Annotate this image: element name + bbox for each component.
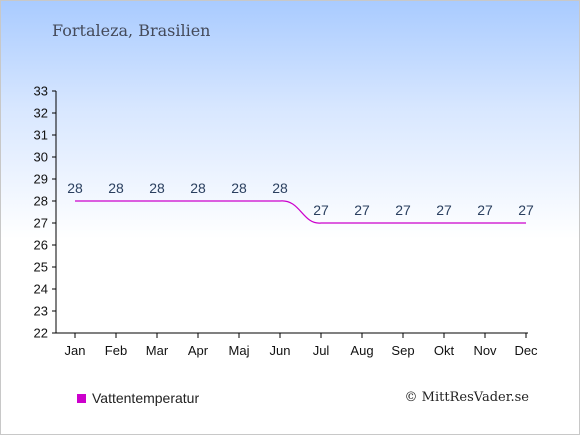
data-label: 28 [67, 180, 83, 196]
y-tick-label: 23 [34, 304, 48, 319]
legend: Vattentemperatur [77, 390, 199, 406]
data-label: 28 [108, 180, 124, 196]
x-tick-label: Maj [229, 343, 250, 358]
x-tick-label: Mar [146, 343, 169, 358]
axes: 22 23 24 25 26 27 28 29 30 31 32 33 Jan Feb Mar Apr Maj J… [34, 84, 539, 359]
series-line-vattentemperatur [75, 200, 526, 224]
legend-label: Vattentemperatur [92, 390, 200, 406]
data-label: 28 [190, 180, 206, 196]
x-tick-label: Okt [434, 343, 455, 358]
x-tick-label: Feb [105, 343, 127, 358]
y-tick-label: 28 [34, 194, 48, 209]
y-tick-label: 33 [34, 84, 48, 99]
series-layer [75, 200, 526, 224]
data-label: 27 [313, 202, 329, 218]
data-label: 27 [477, 202, 493, 218]
y-tick-label: 31 [34, 128, 48, 143]
legend-swatch [77, 393, 86, 403]
x-tick-label: Nov [473, 343, 497, 358]
y-tick-label: 30 [34, 150, 48, 165]
x-tick-label: Sep [391, 343, 414, 358]
data-label: 28 [231, 180, 247, 196]
data-label: 28 [272, 180, 288, 196]
data-label: 27 [395, 202, 411, 218]
data-label: 28 [149, 180, 165, 196]
x-tick-label: Jul [313, 343, 330, 358]
y-tick-label: 27 [34, 216, 48, 231]
y-tick-label: 25 [34, 260, 48, 275]
data-label: 27 [518, 202, 534, 218]
y-tick-label: 24 [34, 282, 48, 297]
chart-title: Fortaleza, Brasilien [52, 21, 211, 40]
data-labels: 28 28 28 28 28 28 27 27 27 27 27 27 [67, 180, 534, 218]
x-tick-label: Apr [188, 343, 209, 358]
data-label: 27 [354, 202, 370, 218]
y-tick-label: 22 [34, 326, 48, 341]
x-tick-label: Jan [65, 343, 86, 358]
copyright-text: © MittResVader.se [404, 390, 529, 405]
x-tick-label: Aug [350, 343, 373, 358]
x-tick-label: Jun [270, 343, 291, 358]
y-tick-label: 26 [34, 238, 48, 253]
data-label: 27 [436, 202, 452, 218]
y-tick-label: 32 [34, 106, 48, 121]
x-tick-label: Dec [514, 343, 538, 358]
y-tick-label: 29 [34, 172, 48, 187]
